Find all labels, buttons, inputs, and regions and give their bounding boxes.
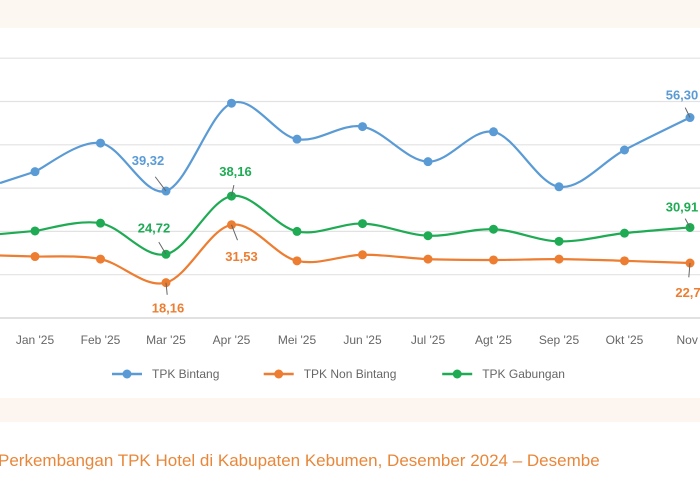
- separator-band: [0, 398, 700, 422]
- data-point: [30, 167, 40, 177]
- data-point: [489, 224, 498, 234]
- data-point: [292, 226, 302, 236]
- data-point: [358, 219, 367, 229]
- data-point: [620, 228, 629, 238]
- annotation-leader: [684, 218, 691, 228]
- annotation-leader: [154, 176, 167, 192]
- x-tick-label: Agt '25: [475, 333, 512, 347]
- data-label: 30,91: [666, 199, 699, 214]
- x-tick-label: Mei '25: [278, 333, 317, 347]
- data-point: [292, 256, 302, 266]
- annotation-leader: [684, 107, 691, 118]
- legend-label-1: TPK Non Bintang: [304, 367, 397, 381]
- x-tick-label: Jul '25: [411, 333, 446, 347]
- data-point: [30, 252, 40, 262]
- x-tick-label: Jun '25: [343, 333, 382, 347]
- data-point: [96, 138, 105, 148]
- data-point: [358, 250, 367, 260]
- data-point: [292, 134, 302, 144]
- data-point: [489, 127, 498, 137]
- data-point: [554, 182, 564, 192]
- x-tick-label: Jan '25: [16, 333, 55, 347]
- data-point: [30, 226, 40, 236]
- data-point: [227, 98, 236, 108]
- data-point: [554, 236, 564, 246]
- annotation-leader: [165, 282, 168, 295]
- x-tick-label: Okt '25: [606, 333, 644, 347]
- data-label: 56,30: [666, 88, 699, 103]
- data-point: [423, 231, 433, 241]
- data-point: [489, 255, 498, 265]
- x-tick-label: Apr '25: [213, 333, 251, 347]
- legend-label-2: TPK Gabungan: [482, 367, 565, 381]
- data-label: 22,7: [675, 285, 700, 300]
- data-label: 24,72: [138, 220, 171, 235]
- legend-label-0: TPK Bintang: [152, 367, 219, 381]
- data-point: [554, 254, 564, 264]
- series-line-2: [0, 194, 691, 256]
- x-tick-label: Sep '25: [539, 333, 580, 347]
- x-tick-label: Feb '25: [81, 333, 121, 347]
- annotation-leader: [231, 184, 235, 197]
- annotation-leader: [688, 262, 691, 278]
- data-point: [620, 145, 629, 155]
- chart-caption: Perkembangan TPK Hotel di Kabupaten Kebu…: [0, 451, 600, 470]
- x-tick-label: Nov ': [677, 333, 700, 347]
- legend-marker-2: [452, 369, 462, 379]
- data-point: [620, 256, 629, 266]
- legend-marker-0: [122, 369, 132, 379]
- x-tick-label: Mar '25: [146, 333, 186, 347]
- data-label: 31,53: [225, 249, 258, 264]
- data-point: [96, 218, 105, 228]
- data-point: [423, 157, 433, 167]
- top-band: [0, 0, 700, 28]
- legend-marker-1: [274, 369, 284, 379]
- data-point: [358, 122, 367, 132]
- data-label: 38,16: [219, 164, 252, 179]
- series-line-0: [0, 100, 691, 193]
- data-point: [96, 254, 105, 264]
- data-label: 39,32: [132, 153, 165, 168]
- data-point: [423, 254, 433, 264]
- annotation-leader: [231, 224, 238, 241]
- data-label: 18,16: [152, 301, 185, 316]
- annotation-leader: [158, 241, 167, 255]
